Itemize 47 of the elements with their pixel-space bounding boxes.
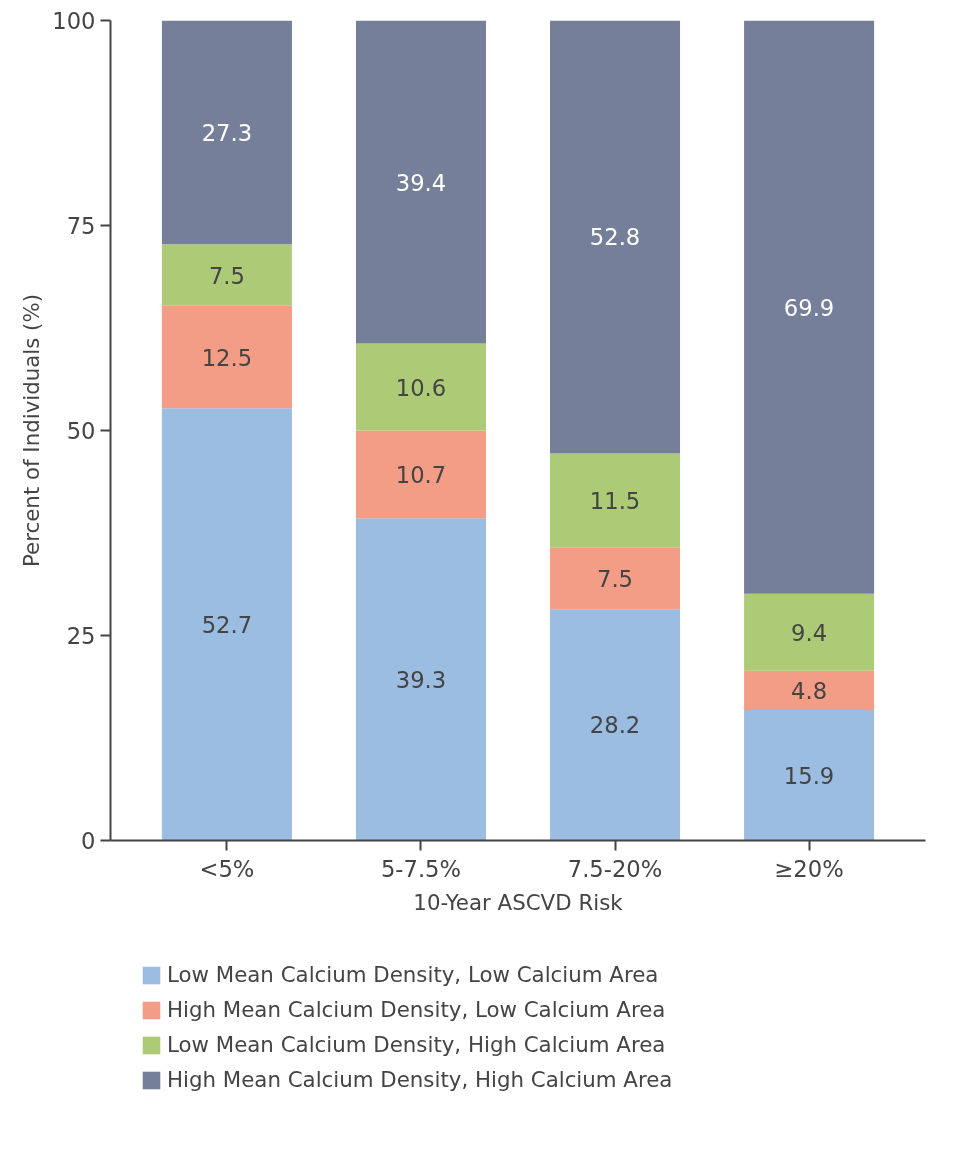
x-axis-title: 10-Year ASCVD Risk — [413, 889, 624, 915]
data-label: 39.4 — [395, 169, 447, 196]
data-label: 4.8 — [791, 677, 828, 704]
bar — [744, 20, 875, 594]
bar — [744, 710, 875, 841]
data-label: 39.3 — [395, 666, 447, 693]
x-tick-label: 5-7.5% — [380, 855, 462, 882]
legend-label: Low Mean Calcium Density, High Calcium Area — [167, 1032, 666, 1057]
bar — [355, 518, 486, 841]
legend-label: High Mean Calcium Density, Low Calcium Area — [167, 997, 666, 1022]
data-label: 10.6 — [395, 374, 447, 401]
bar — [161, 305, 292, 409]
bar — [161, 408, 292, 841]
data-label: 7.5 — [597, 566, 634, 593]
bar — [550, 453, 681, 548]
bar — [744, 593, 875, 671]
bar — [550, 20, 681, 454]
data-label: 11.5 — [589, 488, 641, 515]
data-label: 7.5 — [208, 262, 245, 289]
bar — [355, 20, 486, 344]
data-label: 69.9 — [783, 294, 835, 321]
y-tick-label: 100 — [52, 8, 96, 34]
x-tick-label: ≥20% — [774, 855, 844, 882]
x-tick-label: <5% — [199, 855, 255, 882]
data-label: 27.3 — [201, 119, 253, 146]
bar — [550, 609, 681, 841]
bar — [550, 547, 681, 610]
legend-label: Low Mean Calcium Density, Low Calcium Area — [167, 962, 659, 987]
y-tick-label: 75 — [66, 213, 96, 239]
bar — [161, 20, 292, 245]
bar — [355, 430, 486, 519]
y-tick-label: 50 — [66, 418, 96, 444]
data-label: 15.9 — [783, 762, 835, 789]
bar — [355, 343, 486, 431]
data-label: 52.7 — [201, 611, 253, 638]
legend-label: High Mean Calcium Density, High Calcium Area — [167, 1067, 673, 1092]
bar — [744, 670, 875, 711]
y-axis-title: Percent of Individuals (%) — [19, 293, 45, 568]
y-tick-label: 0 — [81, 828, 96, 854]
data-label: 10.7 — [395, 461, 447, 488]
data-label: 9.4 — [791, 619, 828, 646]
data-label: 12.5 — [201, 344, 253, 371]
y-tick-label: 25 — [66, 623, 96, 649]
data-label: 28.2 — [589, 712, 641, 739]
bar — [161, 244, 292, 306]
x-tick-label: 7.5-20% — [567, 855, 663, 882]
data-label: 52.8 — [589, 224, 641, 251]
